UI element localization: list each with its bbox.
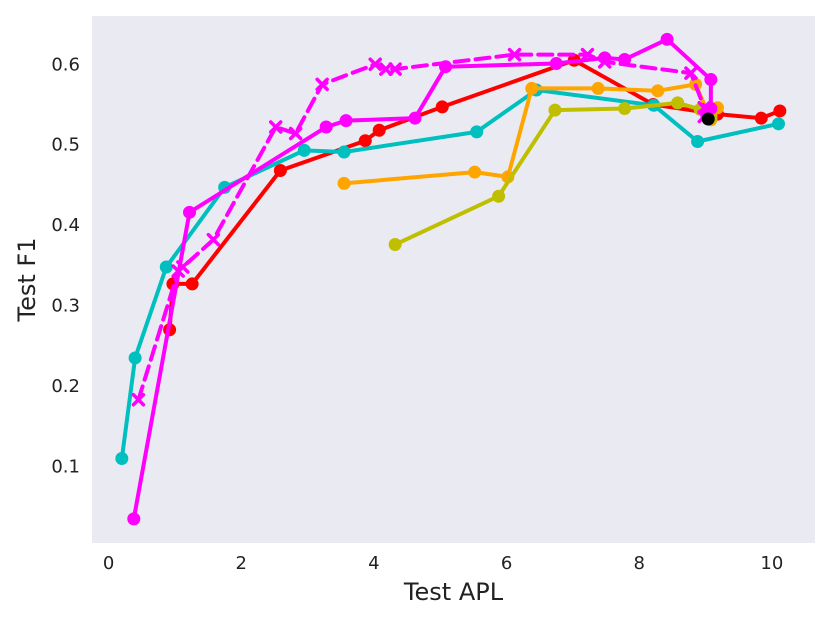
data-point (176, 260, 190, 274)
data-point (183, 205, 197, 219)
series-6 (701, 112, 715, 126)
data-point (372, 123, 386, 137)
series-5 (131, 47, 711, 407)
data-point (772, 117, 786, 131)
data-point (671, 96, 685, 110)
y-tick-label: 0.6 (51, 54, 80, 75)
data-point (128, 351, 142, 365)
data-point (388, 238, 402, 252)
data-point (651, 84, 665, 98)
y-tick-label: 0.5 (51, 135, 80, 156)
data-point (525, 81, 539, 95)
data-point (131, 393, 146, 407)
data-point (297, 143, 311, 157)
data-point (319, 120, 333, 134)
x-tick-label: 0 (103, 553, 114, 574)
data-point (580, 47, 595, 62)
data-point (339, 114, 353, 128)
data-point (337, 145, 351, 159)
data-point (492, 189, 506, 203)
x-tick-labels: 0 2 4 6 8 10 (103, 553, 783, 574)
data-point (206, 232, 221, 247)
y-axis-label: Test F1 (13, 238, 41, 323)
data-point (337, 176, 351, 190)
data-point (358, 134, 372, 148)
data-point (368, 57, 382, 72)
data-point (691, 135, 705, 149)
data-point (315, 77, 329, 92)
data-point (268, 120, 283, 134)
data-point (507, 47, 522, 62)
series-line (136, 52, 707, 402)
data-point (591, 81, 605, 95)
data-point (115, 452, 129, 466)
x-tick-label: 2 (236, 553, 247, 574)
plot-background (92, 16, 815, 543)
data-point (388, 62, 402, 76)
data-point (549, 56, 563, 70)
data-point (273, 163, 287, 177)
data-point (288, 126, 303, 141)
y-tick-label: 0.1 (51, 457, 80, 478)
data-point (704, 73, 718, 87)
x-axis-label: Test APL (403, 578, 504, 606)
data-point (773, 104, 787, 118)
data-point (435, 100, 449, 114)
data-point (159, 260, 173, 274)
data-point (597, 55, 612, 69)
y-tick-label: 0.4 (51, 215, 80, 236)
y-tick-label: 0.2 (51, 376, 80, 397)
data-point (618, 102, 632, 116)
data-point (548, 103, 562, 117)
data-point (379, 62, 393, 76)
data-point (408, 111, 422, 125)
x-tick-label: 10 (760, 553, 783, 574)
y-tick-labels: 0.1 0.2 0.3 0.4 0.5 0.6 (51, 54, 80, 477)
x-tick-label: 8 (633, 553, 644, 574)
x-tick-label: 6 (501, 553, 512, 574)
x-tick-label: 4 (368, 553, 379, 574)
series-layer (115, 32, 787, 526)
y-tick-label: 0.3 (51, 296, 80, 317)
data-point (185, 277, 199, 291)
data-point (468, 165, 482, 179)
data-point (660, 32, 674, 46)
series-1 (115, 83, 786, 466)
data-point (684, 66, 698, 80)
data-point (754, 111, 768, 125)
data-point (127, 512, 141, 526)
data-point (470, 125, 484, 139)
data-point (701, 112, 715, 126)
